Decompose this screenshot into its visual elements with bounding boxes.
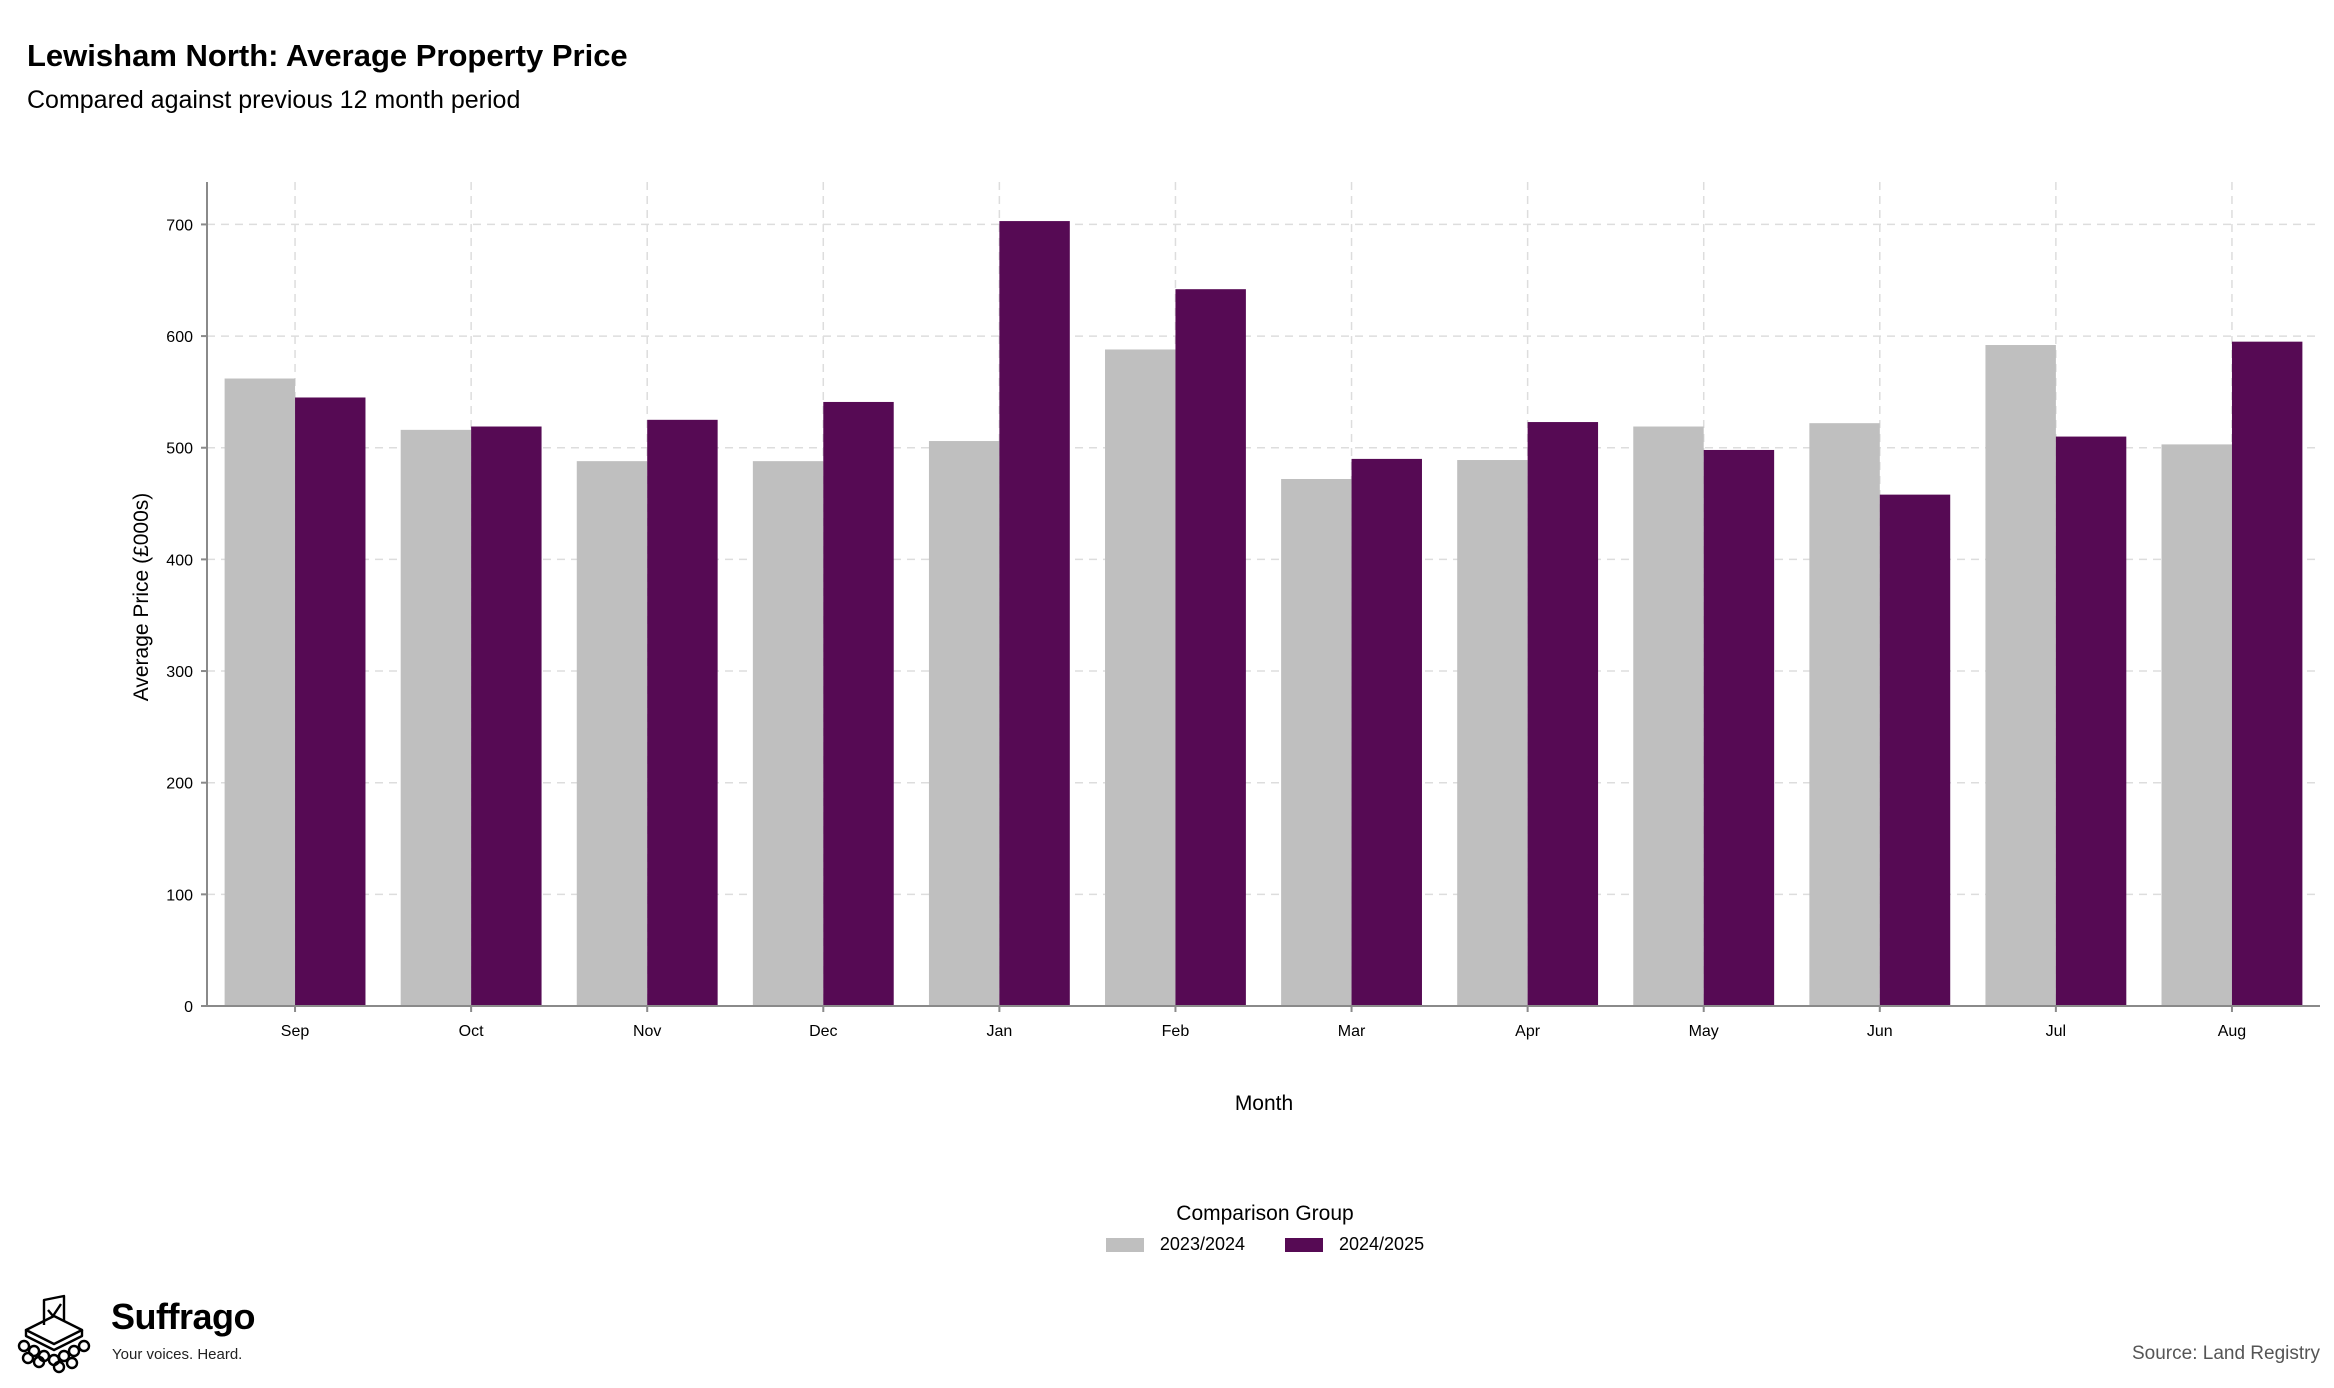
bar-2024-2025-feb bbox=[1175, 289, 1246, 1006]
bar-2023-2024-nov bbox=[576, 461, 648, 1006]
bar-2024-2025-may bbox=[1703, 449, 1775, 1006]
x-tick-label-sep: Sep bbox=[281, 1023, 310, 1040]
bar-2024-2025-jun bbox=[1879, 494, 1951, 1006]
chart-title: Lewisham North: Average Property Price bbox=[27, 38, 628, 73]
bar-chart: 0 100 200 300 400 500 600 700 Sep Oct Nov Dec Jan Feb… bbox=[130, 182, 2320, 1115]
bar-2024-2025-oct bbox=[471, 426, 542, 1006]
bar-2024-2025-mar bbox=[1351, 458, 1422, 1006]
x-tick-label-mar: Mar bbox=[1338, 1023, 1366, 1040]
y-axis-title: Average Price (£000s) bbox=[130, 493, 153, 702]
bar-2023-2024-sep bbox=[224, 378, 296, 1006]
x-tick-label-dec: Dec bbox=[809, 1023, 837, 1040]
bar-2024-2025-nov bbox=[647, 419, 718, 1006]
bar-2023-2024-oct bbox=[400, 429, 472, 1007]
legend-item-2023-2024: 2023/2024 bbox=[1105, 1234, 1245, 1255]
legend-item-2024-2025: 2024/2025 bbox=[1285, 1234, 1424, 1255]
y-tick-label-500: 500 bbox=[166, 441, 193, 458]
bar-2024-2025-sep bbox=[295, 397, 366, 1007]
bar-2024-2025-aug bbox=[2231, 341, 2303, 1007]
x-tick-label-oct: Oct bbox=[459, 1023, 484, 1040]
legend-label-2023-2024: 2023/2024 bbox=[1159, 1234, 1245, 1254]
x-tick-label-jan: Jan bbox=[986, 1023, 1012, 1040]
legend-swatch-2023-2024 bbox=[1105, 1237, 1144, 1252]
bar-2023-2024-apr bbox=[1457, 460, 1528, 1007]
source-note: Source: Land Registry bbox=[2132, 1343, 2320, 1364]
suffrago-logo: Suffrago Your voices. Heard. bbox=[14, 1294, 274, 1374]
legend: Comparison Group 2023/2024 2024/2025 bbox=[1000, 1202, 1530, 1255]
bar-2023-2024-jun bbox=[1809, 423, 1880, 1006]
bar-2024-2025-jul bbox=[2055, 436, 2127, 1006]
bar-2023-2024-dec bbox=[752, 461, 824, 1006]
bar-2023-2024-may bbox=[1633, 426, 1704, 1006]
bars bbox=[224, 221, 2303, 1007]
bar-2024-2025-dec bbox=[823, 401, 894, 1006]
legend-label-2024-2025: 2024/2025 bbox=[1339, 1234, 1425, 1254]
bar-2023-2024-jul bbox=[1985, 345, 2056, 1006]
y-tick-label-600: 600 bbox=[166, 329, 193, 346]
logo-tagline: Your voices. Heard. bbox=[112, 1346, 243, 1363]
x-tick-label-jun: Jun bbox=[1867, 1023, 1893, 1040]
axes: 0 100 200 300 400 500 600 700 Sep Oct Nov Dec Jan Feb… bbox=[166, 182, 2320, 1040]
x-tick-label-nov: Nov bbox=[633, 1023, 661, 1040]
y-tick-label-0: 0 bbox=[184, 999, 193, 1016]
chart-subtitle: Compared against previous 12 month perio… bbox=[27, 86, 521, 114]
x-axis-title: Month bbox=[1235, 1092, 1293, 1115]
legend-title: Comparison Group bbox=[1176, 1202, 1354, 1225]
bar-2023-2024-feb bbox=[1105, 349, 1176, 1006]
x-tick-label-jul: Jul bbox=[2046, 1023, 2066, 1040]
bar-2024-2025-jan bbox=[999, 221, 1070, 1006]
x-tick-label-may: May bbox=[1689, 1023, 1719, 1040]
y-tick-label-200: 200 bbox=[166, 776, 193, 793]
x-tick-label-aug: Aug bbox=[2218, 1023, 2246, 1040]
y-tick-label-700: 700 bbox=[166, 217, 193, 234]
y-tick-label-400: 400 bbox=[166, 552, 193, 569]
x-tick-label-apr: Apr bbox=[1515, 1023, 1541, 1040]
bar-2023-2024-mar bbox=[1281, 478, 1352, 1006]
bar-2024-2025-apr bbox=[1527, 422, 1599, 1006]
ballot-box-icon bbox=[17, 1294, 91, 1374]
y-tick-label-300: 300 bbox=[166, 664, 193, 681]
legend-swatch-2024-2025 bbox=[1285, 1237, 1323, 1252]
y-tick-label-100: 100 bbox=[166, 887, 193, 904]
logo-name: Suffrago bbox=[111, 1296, 256, 1337]
bar-2023-2024-jan bbox=[928, 441, 1000, 1006]
bar-2023-2024-aug bbox=[2161, 444, 2232, 1006]
x-tick-label-feb: Feb bbox=[1162, 1023, 1190, 1040]
